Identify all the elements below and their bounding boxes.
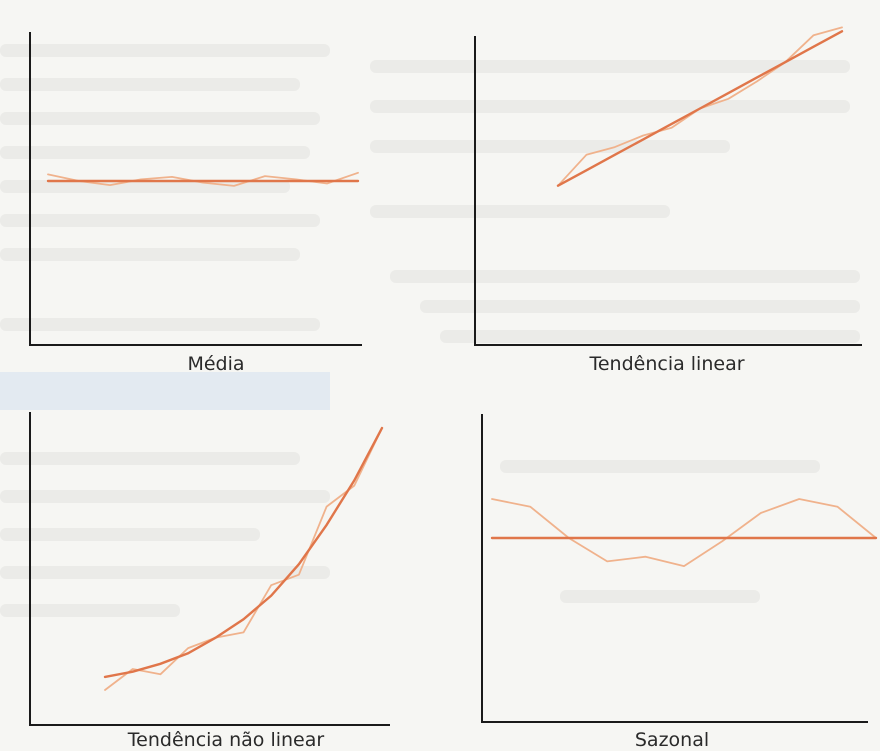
panel-tendencia-linear-trend-line — [556, 30, 844, 187]
panel-media-observed-series — [47, 171, 359, 187]
panel-sazonal-label: Sazonal — [635, 729, 709, 751]
panel-tendencia-nao-linear-trend-line — [103, 426, 384, 679]
panel-media-axes — [29, 32, 362, 346]
panel-tendencia-linear-label: Tendência linear — [588, 353, 744, 375]
panel-media-label: Média — [187, 353, 244, 375]
panel-media: Média — [29, 32, 362, 375]
panel-sazonal: Sazonal — [481, 414, 878, 751]
panel-tendencia-nao-linear-axes — [29, 412, 390, 726]
panel-tendencia-nao-linear-label: Tendência não linear — [127, 729, 325, 751]
panel-sazonal-axes — [481, 414, 868, 723]
panel-tendencia-nao-linear: Tendência não linear — [29, 412, 390, 751]
panel-sazonal-observed-series — [491, 498, 877, 567]
panel-tendencia-linear-axes — [474, 36, 862, 346]
panel-tendencia-nao-linear-observed-series — [104, 427, 383, 691]
panel-tendencia-linear: Tendência linear — [474, 26, 862, 375]
